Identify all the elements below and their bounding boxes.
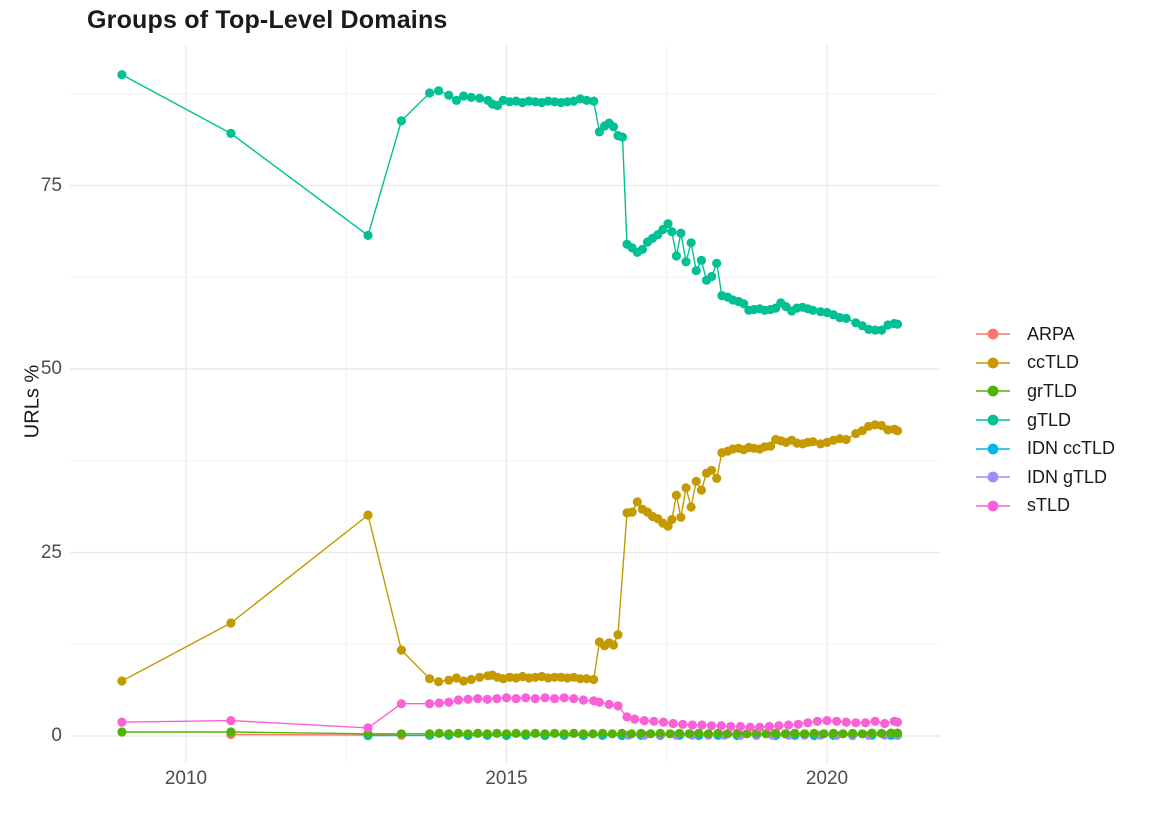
- y-tick-label-75: 75: [40, 174, 62, 196]
- legend-key-icon: [976, 414, 1010, 426]
- legend-item-arpa: ARPA: [975, 320, 1115, 349]
- legend-item-idn-cctld: IDN ccTLD: [975, 434, 1115, 463]
- legend-item-label: ARPA: [1027, 323, 1075, 344]
- legend-item-label: sTLD: [1027, 495, 1071, 516]
- legend-item-label: IDN ccTLD: [1027, 438, 1116, 459]
- legend-item-idn-gtld: IDN gTLD: [975, 463, 1115, 492]
- series-gtld: [117, 70, 903, 335]
- series-stld: [117, 693, 903, 733]
- legend-key-icon: [976, 386, 1010, 397]
- legend-key-icon: [976, 357, 1010, 369]
- series-cctld: [117, 420, 903, 687]
- legend-item-cctld: ccTLD: [975, 349, 1115, 378]
- y-axis-title: URLs %: [21, 364, 44, 439]
- y-tick-label-50: 50: [40, 358, 62, 379]
- x-tick-label-2010: 2010: [164, 768, 208, 789]
- legend-item-stld: sTLD: [975, 492, 1115, 521]
- series-line: [121, 74, 898, 331]
- gridlines: [70, 45, 940, 763]
- series-line: [121, 424, 898, 683]
- legend-item-label: grTLD: [1027, 380, 1078, 401]
- y-tick-label-25: 25: [40, 541, 62, 563]
- legend-item-gtld: gTLD: [975, 406, 1115, 435]
- legend-item-grtld: grTLD: [975, 377, 1115, 406]
- x-tick-label-2015: 2015: [485, 768, 528, 789]
- legend: ARPA ccTLD grTLD gTLD IDN ccTLD IDN gTLD sTLD: [975, 320, 1115, 520]
- legend-item-label: gTLD: [1027, 409, 1072, 430]
- x-tick-label-2020: 2020: [805, 768, 849, 789]
- legend-key-icon: [976, 500, 1010, 512]
- chart-title: Groups of Top-Level Domains: [87, 6, 448, 34]
- legend-key-icon: [976, 443, 1010, 455]
- series-grtld: [117, 727, 903, 739]
- legend-key-icon: [976, 328, 1010, 340]
- legend-key-icon: [976, 471, 1010, 483]
- legend-item-label: IDN gTLD: [1027, 466, 1108, 487]
- legend-item-label: ccTLD: [1027, 352, 1080, 373]
- y-tick-label-0: 0: [51, 725, 62, 746]
